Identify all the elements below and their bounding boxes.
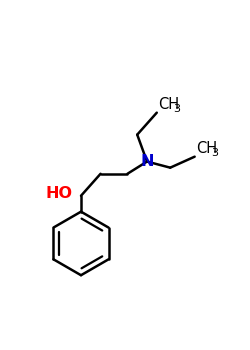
Text: N: N	[141, 154, 154, 169]
Text: 3: 3	[211, 148, 218, 158]
Text: HO: HO	[46, 186, 72, 201]
Text: CH: CH	[158, 97, 179, 112]
Text: 3: 3	[174, 104, 180, 114]
Text: CH: CH	[196, 141, 217, 156]
